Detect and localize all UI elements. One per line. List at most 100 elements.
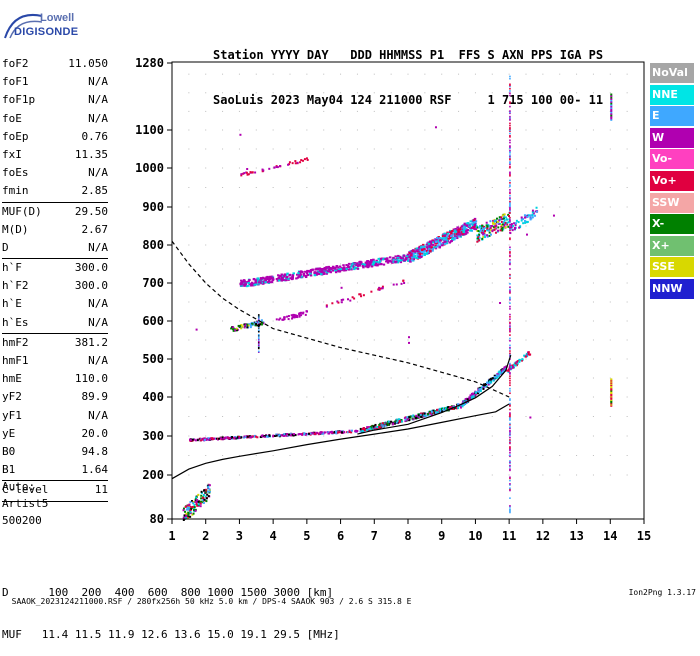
echo-dot bbox=[502, 368, 505, 371]
echo-dot bbox=[477, 390, 480, 393]
echo-dot bbox=[190, 500, 193, 503]
echo-dot bbox=[200, 491, 203, 494]
grid-dot bbox=[238, 263, 240, 265]
echo-dot bbox=[442, 235, 445, 238]
echo-dot bbox=[509, 141, 511, 144]
echo-dot bbox=[509, 289, 511, 292]
grid-dot bbox=[458, 110, 460, 112]
grid-dot bbox=[340, 206, 342, 208]
echo-dot bbox=[338, 265, 342, 268]
echo-dot bbox=[377, 288, 380, 291]
echo-dot bbox=[395, 418, 398, 421]
grid-dot bbox=[576, 167, 578, 169]
echo-dot bbox=[381, 422, 384, 425]
echo-dot bbox=[192, 502, 195, 505]
grid-dot bbox=[559, 263, 561, 265]
echo-dot bbox=[509, 75, 511, 78]
echo-dot bbox=[451, 233, 455, 236]
grid-dot bbox=[390, 358, 392, 360]
grid-dot bbox=[474, 396, 476, 398]
y-tick-label: 1100 bbox=[135, 123, 164, 137]
echo-dot bbox=[376, 264, 379, 267]
grid-dot bbox=[390, 187, 392, 188]
echo-dot bbox=[323, 268, 326, 271]
echo-dot bbox=[423, 412, 426, 415]
param-row: B1 1.64 bbox=[2, 461, 108, 479]
echo-dot bbox=[343, 431, 346, 434]
echo-dot bbox=[206, 493, 209, 496]
echo-dot bbox=[370, 265, 374, 268]
grid-dot bbox=[441, 206, 443, 208]
echo-dot bbox=[184, 517, 187, 520]
grid-dot bbox=[474, 455, 476, 456]
grid-dot bbox=[576, 225, 578, 227]
echo-dot bbox=[509, 92, 511, 95]
grid-dot bbox=[458, 282, 460, 284]
legend-sse: SSE bbox=[650, 257, 694, 278]
echo-dot bbox=[472, 219, 476, 222]
grid-dot bbox=[390, 396, 392, 398]
echo-dot bbox=[413, 250, 417, 253]
echo-dot bbox=[509, 203, 511, 205]
grid-dot bbox=[306, 187, 308, 188]
echo-dot bbox=[509, 347, 511, 350]
echo-dot bbox=[243, 326, 246, 329]
grid-dot bbox=[340, 435, 342, 437]
grid-dot bbox=[272, 225, 274, 227]
echo-dot bbox=[461, 403, 464, 406]
param-row: h`F 300.0 bbox=[2, 259, 108, 277]
echo-dot bbox=[283, 275, 286, 278]
echo-dot bbox=[509, 221, 511, 224]
echo-dot bbox=[193, 438, 196, 441]
grid-dot bbox=[255, 455, 257, 456]
grid-dot bbox=[458, 73, 460, 75]
echo-dot bbox=[318, 267, 321, 270]
echo-dot bbox=[249, 324, 252, 327]
grid-dot bbox=[525, 435, 527, 437]
echo-dot bbox=[364, 265, 368, 268]
grid-dot bbox=[306, 358, 308, 360]
grid-dot bbox=[559, 377, 561, 379]
echo-dot bbox=[221, 436, 224, 439]
echo-dot bbox=[186, 504, 189, 507]
echo-dot bbox=[509, 365, 512, 368]
echo-dot bbox=[531, 216, 534, 219]
echo-dot bbox=[379, 287, 382, 290]
echo-dot bbox=[298, 312, 301, 315]
echo-dot bbox=[204, 491, 207, 494]
grid-dot bbox=[407, 110, 409, 112]
echo-dot bbox=[610, 387, 613, 390]
grid-dot bbox=[576, 206, 578, 208]
polarization-legend: NoVal NNE E W Vo- Vo+ SSW X- X+ SSE NNW bbox=[650, 63, 694, 301]
y-tick-label: 1280 bbox=[135, 56, 164, 70]
grid-dot bbox=[542, 263, 544, 265]
grid-dot bbox=[592, 167, 594, 169]
echo-dot bbox=[420, 416, 423, 419]
echo-dot bbox=[325, 266, 328, 269]
grid-dot bbox=[188, 206, 190, 208]
grid-dot bbox=[491, 244, 493, 246]
grid-dot bbox=[576, 92, 578, 94]
echo-dot bbox=[327, 268, 331, 271]
grid-dot bbox=[626, 148, 628, 150]
echo-dot bbox=[447, 237, 450, 240]
echo-dot bbox=[186, 505, 189, 508]
echo-dot bbox=[509, 461, 511, 463]
echo-dot bbox=[267, 280, 271, 283]
echo-dot bbox=[444, 407, 447, 410]
echo-dot bbox=[610, 103, 613, 106]
echo-dot bbox=[517, 221, 520, 224]
grid-dot bbox=[373, 225, 375, 227]
echo-dot bbox=[358, 293, 361, 296]
echo-dot bbox=[258, 323, 261, 326]
echo-dot bbox=[442, 241, 445, 244]
echo-dot bbox=[189, 515, 192, 518]
echo-dot bbox=[185, 512, 188, 515]
echo-dot bbox=[509, 432, 511, 434]
echo-dot bbox=[531, 213, 534, 216]
echo-dot bbox=[299, 161, 302, 164]
echo-dot bbox=[207, 437, 210, 440]
echo-dot bbox=[392, 422, 395, 425]
echo-dot bbox=[442, 237, 445, 240]
param-name: hmF1 bbox=[2, 354, 29, 367]
